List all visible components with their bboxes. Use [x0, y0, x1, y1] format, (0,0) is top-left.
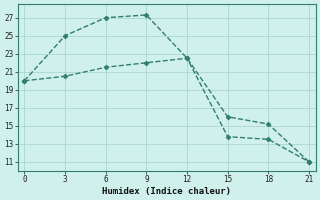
X-axis label: Humidex (Indice chaleur): Humidex (Indice chaleur) [102, 187, 231, 196]
